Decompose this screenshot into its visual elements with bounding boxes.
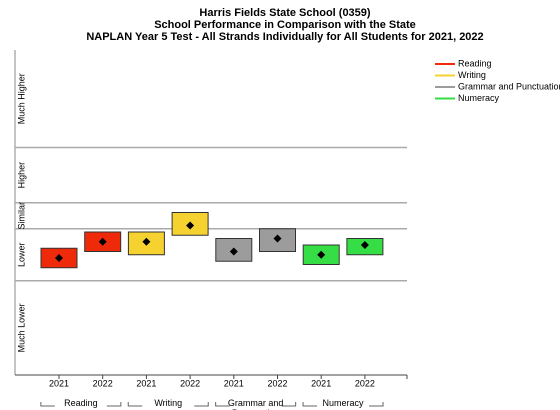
chart-title: Harris Fields State School (0359) — [199, 7, 371, 19]
legend-label: Reading — [458, 58, 492, 68]
legend-label: Writing — [458, 70, 486, 80]
y-band-label: Higher — [16, 162, 26, 189]
x-tick-label: 2022 — [180, 378, 200, 388]
x-tick-label: 2022 — [93, 378, 113, 388]
group-bracket — [215, 402, 297, 407]
value-marker — [229, 247, 238, 256]
value-marker — [186, 221, 195, 230]
legend-swatch — [435, 86, 455, 88]
group-bracket — [127, 402, 209, 407]
legend-swatch — [435, 74, 455, 77]
value-marker — [98, 237, 107, 246]
group-label: Writing — [154, 398, 183, 408]
legend-label: Grammar and Punctuation — [458, 81, 560, 91]
legend-swatch — [435, 63, 455, 65]
value-marker — [360, 241, 369, 249]
legend-swatch — [435, 97, 455, 100]
chart-subtitle: School Performance in Comparison with th… — [154, 19, 416, 31]
x-tick-label: 2021 — [224, 378, 244, 388]
x-tick-label: 2021 — [311, 378, 331, 388]
group-bracket — [40, 402, 122, 407]
group-bracket — [302, 402, 384, 407]
legend-label: Numeracy — [458, 93, 500, 103]
x-tick-label: 2022 — [267, 378, 287, 388]
x-tick-label: 2021 — [136, 378, 156, 388]
y-band-label: Lower — [16, 242, 26, 267]
group-label: Grammar and Punctuation — [227, 398, 284, 410]
x-tick-label: 2021 — [49, 378, 69, 388]
y-band-label: Much Higher — [16, 73, 26, 124]
y-band-label: Much Lower — [16, 303, 26, 352]
value-marker — [317, 250, 326, 259]
group-label: Numeracy — [322, 398, 364, 408]
group-label: Reading — [64, 398, 98, 408]
x-tick-label: 2022 — [355, 378, 375, 388]
value-marker — [55, 254, 63, 262]
value-marker — [142, 237, 151, 246]
y-band-label: Similar — [16, 202, 26, 230]
value-marker — [273, 234, 282, 243]
chart-subtitle: NAPLAN Year 5 Test - All Strands Individ… — [86, 31, 483, 43]
